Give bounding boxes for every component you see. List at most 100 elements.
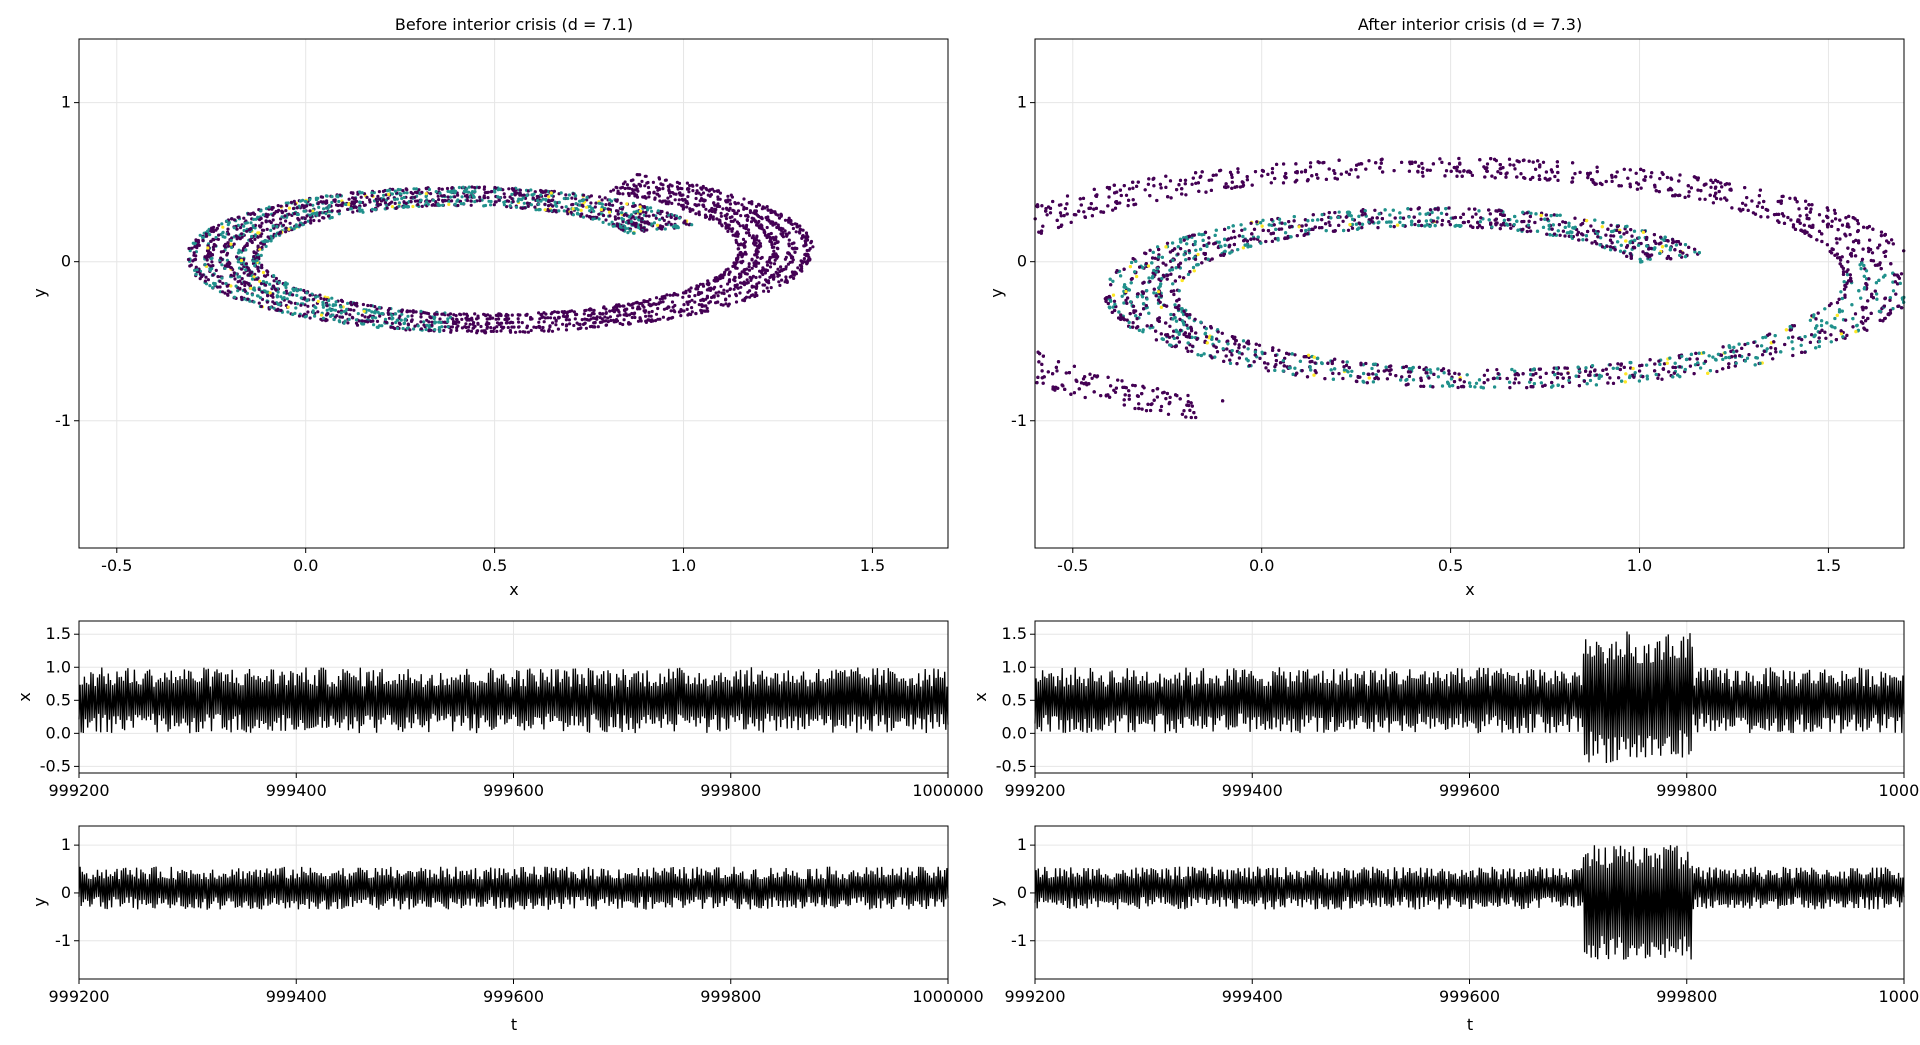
scatter-point [630,220,633,223]
scatter-point [317,300,320,303]
scatter-point [419,320,422,323]
scatter-point [724,302,727,305]
scatter-point [230,239,233,242]
scatter-point [810,240,813,243]
scatter-point [643,184,646,187]
scatter-point [331,216,334,219]
y-axis-label: y [30,288,49,297]
scatter-point [466,330,469,333]
scatter-point [206,258,209,261]
scatter-point [328,210,331,213]
scatter-point [327,299,330,302]
scatter-point [565,318,568,321]
scatter-point [642,299,645,302]
scatter-point [320,314,323,317]
scatter-point [739,281,742,284]
scatter-point [608,202,611,205]
scatter-point [254,218,257,221]
scatter-point [518,330,521,333]
scatter-point [686,182,689,185]
scatter-point [462,186,465,189]
scatter-point [768,258,771,261]
scatter-point [644,197,647,200]
scatter-point [325,319,328,322]
scatter-point [695,284,698,287]
scatter-point [233,226,236,229]
scatter-point [370,310,373,313]
scatter-point [517,317,520,320]
scatter-point [557,311,560,314]
scatter-point [673,292,676,295]
scatter-point [715,291,718,294]
scatter-point [238,249,241,252]
scatter-point [490,190,493,193]
scatter-point [436,203,439,206]
scatter-point [225,253,228,256]
scatter-point [720,212,723,215]
scatter-point [410,200,413,203]
scatter-point [539,189,542,192]
scatter-point [603,315,606,318]
scatter-point [475,317,478,320]
scatter-point [259,225,262,228]
scatter-point [212,246,215,249]
scatter-point [467,191,470,194]
scatter-point [253,238,256,241]
scatter-point [686,202,689,205]
scatter-point [294,288,297,291]
scatter-point [479,325,482,328]
scatter-point [329,315,332,318]
scatter-point [767,209,770,212]
scatter-point [767,233,770,236]
scatter-point [277,303,280,306]
scatter-point [533,206,536,209]
scatter-point [779,265,782,268]
scatter-point [256,278,259,281]
scatter-point [597,325,600,328]
scatter-point [655,296,658,299]
scatter-point [761,283,764,286]
scatter-point [256,236,259,239]
scatter-point [650,318,653,321]
scatter-point [710,193,713,196]
scatter-point [351,191,354,194]
scatter-point [425,192,428,195]
scatter-point [608,214,611,217]
scatter-point [747,228,750,231]
scatter-point [644,315,647,318]
scatter-point [763,231,766,234]
scatter-point [771,253,774,256]
scatter-point [210,260,213,263]
scatter-point [747,215,750,218]
scatter-point [187,258,190,261]
scatter-point [554,201,557,204]
scatter-point [206,246,209,249]
scatter-point [617,190,620,193]
scatter-point [713,294,716,297]
scatter-point [202,273,205,276]
scatter-point [472,194,475,197]
scatter-point [302,289,305,292]
scatter-point [246,292,249,295]
scatter-point [697,293,700,296]
scatter-point [447,203,450,206]
scatter-point [775,257,778,260]
scatter-point [305,315,308,318]
scatter-point [604,308,607,311]
scatter-point [276,294,279,297]
scatter-point [219,257,222,260]
scatter-point [1338,211,1341,214]
scatter-point [733,263,736,266]
scatter-point [640,319,643,322]
scatter-point [431,204,434,207]
scatter-point [386,207,389,210]
scatter-point [327,205,330,208]
scatter-point [443,194,446,197]
scatter-point [724,214,727,217]
scatter-point [607,320,610,323]
scatter-point [809,247,812,250]
scatter-point [811,245,814,248]
scatter-point [582,216,585,219]
scatter-point [734,293,737,296]
scatter-point [233,296,236,299]
